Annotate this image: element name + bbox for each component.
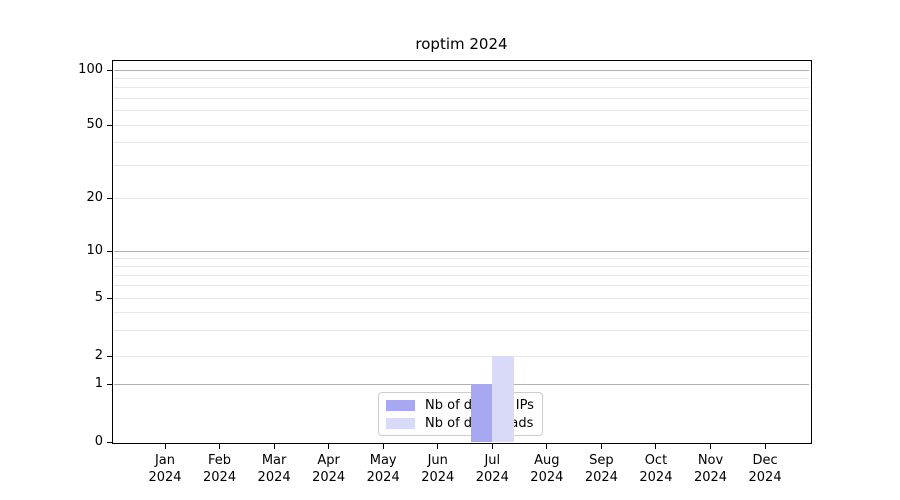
legend-item: Nb of distinct IPs	[379, 398, 542, 413]
gridline-minor	[114, 97, 809, 99]
y-tick-label: 1	[94, 376, 103, 391]
x-tick-year: 2024	[639, 470, 673, 485]
x-tick-mark	[491, 444, 493, 449]
gridline-minor	[114, 297, 809, 299]
legend: Nb of distinct IPs Nb of downloads	[378, 392, 543, 436]
x-tick-mark	[546, 444, 548, 449]
x-tick-label: Mar 2024	[244, 452, 304, 486]
gridline-minor	[114, 124, 809, 126]
y-tick-label: 50	[86, 117, 103, 132]
x-tick-label: Jul 2024	[462, 452, 522, 486]
x-tick-label: Dec 2024	[735, 452, 795, 486]
x-tick-label: Feb 2024	[190, 452, 250, 486]
gridline-major	[114, 383, 809, 385]
x-tick-mark	[273, 444, 275, 449]
gridline-minor	[114, 329, 809, 331]
x-tick-mark	[655, 444, 657, 449]
x-tick-mark	[382, 444, 384, 449]
x-tick-year: 2024	[203, 470, 237, 485]
gridline-minor	[114, 311, 809, 313]
x-tick-year: 2024	[366, 470, 400, 485]
x-tick-label: Oct 2024	[626, 452, 686, 486]
x-tick-mark	[600, 444, 602, 449]
gridline-minor	[114, 274, 809, 276]
y-tick-mark	[107, 441, 113, 443]
y-tick-mark	[107, 197, 113, 199]
x-tick-month: Sep	[589, 453, 614, 468]
x-tick-month: Aug	[534, 453, 560, 468]
x-tick-month: Nov	[697, 453, 724, 468]
x-tick-month: Jun	[427, 453, 448, 468]
x-tick-mark	[710, 444, 711, 449]
legend-swatch	[386, 417, 415, 429]
gridline-major	[114, 250, 809, 252]
x-tick-mark	[437, 444, 439, 449]
gridline-minor	[114, 355, 809, 357]
y-tick-mark	[107, 250, 113, 252]
y-tick-label: 5	[94, 290, 103, 305]
x-tick-month: Apr	[317, 453, 340, 468]
x-tick-label: Apr 2024	[299, 452, 359, 486]
y-tick-label: 20	[86, 190, 103, 205]
legend-item: Nb of downloads	[379, 416, 542, 431]
x-tick-mark	[328, 444, 330, 449]
y-tick-mark	[107, 297, 113, 299]
gridline-minor	[114, 257, 809, 259]
gridline-minor	[114, 265, 809, 267]
x-tick-month: May	[369, 453, 397, 468]
x-tick-year: 2024	[475, 470, 509, 485]
x-tick-month: Dec	[752, 453, 778, 468]
gridline-minor	[114, 197, 809, 199]
gridline-major	[114, 69, 809, 71]
y-tick-mark	[107, 383, 113, 385]
gridline-minor	[114, 165, 809, 167]
x-tick-label: Sep 2024	[571, 452, 631, 486]
x-tick-label: Aug 2024	[517, 452, 577, 486]
x-tick-mark	[164, 444, 166, 449]
y-tick-label: 10	[86, 243, 103, 258]
x-tick-year: 2024	[530, 470, 564, 485]
x-tick-year: 2024	[584, 470, 618, 485]
y-tick-mark	[107, 124, 113, 126]
x-tick-label: Jun 2024	[408, 452, 468, 486]
legend-swatch	[386, 399, 415, 411]
gridline-minor	[114, 87, 809, 89]
gridline-minor	[114, 285, 809, 287]
x-tick-month: Feb	[208, 453, 232, 468]
x-tick-month: Jul	[484, 453, 501, 468]
x-tick-month: Jan	[154, 453, 176, 468]
x-tick-year: 2024	[312, 470, 346, 485]
y-tick-label: 2	[94, 348, 103, 363]
gridline-minor	[114, 77, 809, 79]
plot-area	[112, 60, 812, 444]
x-tick-year: 2024	[421, 470, 455, 485]
x-tick-month: Mar	[261, 453, 287, 468]
y-tick-mark	[107, 355, 113, 357]
bar-distinct-ips	[470, 384, 493, 442]
bar-downloads	[492, 356, 514, 442]
x-tick-year: 2024	[148, 470, 182, 485]
x-tick-mark	[764, 444, 766, 449]
chart-title: roptim 2024	[415, 35, 508, 53]
x-tick-label: May 2024	[353, 452, 413, 486]
x-tick-mark	[219, 444, 221, 449]
gridline-minor	[114, 142, 809, 144]
x-tick-label: Nov 2024	[681, 452, 741, 486]
y-tick-mark	[107, 69, 113, 71]
x-tick-month: Oct	[644, 453, 668, 468]
y-tick-label: 0	[94, 434, 103, 449]
x-tick-year: 2024	[693, 470, 728, 485]
x-tick-label: Jan 2024	[135, 452, 195, 486]
y-tick-label: 100	[78, 62, 103, 77]
x-tick-year: 2024	[748, 470, 782, 485]
gridline-minor	[114, 110, 809, 112]
x-tick-year: 2024	[257, 470, 291, 485]
